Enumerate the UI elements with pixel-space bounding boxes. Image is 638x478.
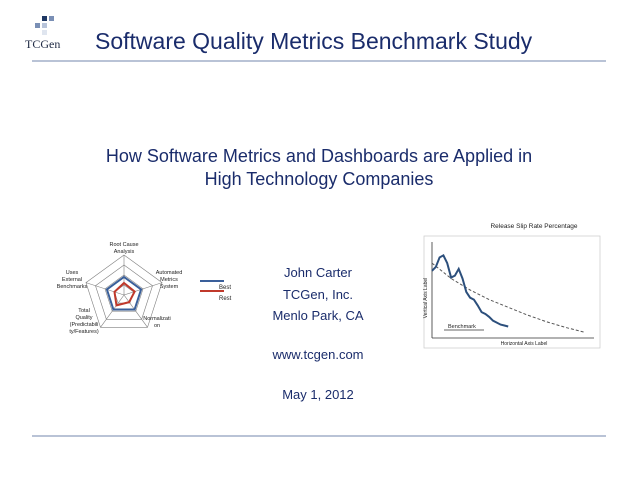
- series-actual-line: [431, 254, 509, 328]
- radar-series-best: [105, 275, 143, 311]
- presenter-website: www.tcgen.com: [272, 347, 364, 362]
- radar-axis-label: System: [160, 284, 179, 290]
- radar-axis-label: Analysis: [114, 249, 135, 255]
- presenter-name: John Carter: [284, 265, 352, 280]
- chart-title: Release Slip Rate Percentage: [490, 223, 577, 230]
- page-title: Software Quality Metrics Benchmark Study: [95, 28, 533, 54]
- radar-series-rest: [113, 281, 136, 307]
- radar-spoke: [123, 282, 163, 296]
- radar-spoke: [123, 294, 148, 328]
- radar-axis-label: (Predictabili: [70, 322, 99, 328]
- company-logo: [20, 14, 80, 54]
- radar-spoke: [85, 282, 125, 296]
- benchmark-annotation: Benchmark: [448, 324, 476, 330]
- radar-grid-ring: [104, 274, 144, 312]
- presenter-company: TCGen, Inc.: [282, 287, 354, 302]
- chart-frame: [423, 235, 601, 349]
- radar-axis-label: Benchmarks: [57, 284, 88, 290]
- x-axis-label: Horizontal Axis Label: [501, 341, 548, 347]
- subtitle-line-2: High Technology Companies: [204, 169, 434, 189]
- presenter-location: Menlo Park, CA: [272, 308, 364, 323]
- radar-axis-label: Total: [78, 308, 90, 314]
- radar-grid-ring: [95, 264, 153, 320]
- presenter-date: May 1, 2012: [282, 387, 354, 402]
- legend-best-label: Best: [219, 285, 231, 291]
- logo-text: TCGen: [25, 37, 61, 51]
- subtitle: How Software Metrics and Dashboards are …: [0, 145, 638, 191]
- logo-squares-icon: [35, 16, 54, 35]
- radar-axis-label: Root Cause: [109, 242, 138, 248]
- y-axis-label: Vertical Axis Label: [423, 278, 429, 319]
- subtitle-line-1: How Software Metrics and Dashboards are …: [105, 146, 533, 166]
- radar-axis-label: Quality: [75, 315, 92, 321]
- radar-axis-label: ty/Features): [69, 329, 99, 335]
- footer-divider: [32, 435, 606, 437]
- legend-rest-label: Rest: [219, 296, 232, 302]
- radar-axis-label: Normalizati: [143, 316, 171, 322]
- header-divider: [32, 60, 606, 62]
- radar-legend: Best Rest: [200, 280, 232, 302]
- radar-axis-label: External: [62, 277, 82, 283]
- release-slip-chart: Release Slip Rate Percentage Vertical Ax…: [423, 223, 601, 349]
- radar-axis-label: on: [154, 323, 160, 329]
- radar-axis-label: Metrics: [160, 277, 178, 283]
- radar-axis-label: Uses: [66, 270, 79, 276]
- radar-spoke: [100, 294, 125, 328]
- series-benchmark-line: [431, 262, 585, 333]
- radar-grid-ring: [85, 254, 163, 328]
- radar-axis-label: Automated: [156, 270, 183, 276]
